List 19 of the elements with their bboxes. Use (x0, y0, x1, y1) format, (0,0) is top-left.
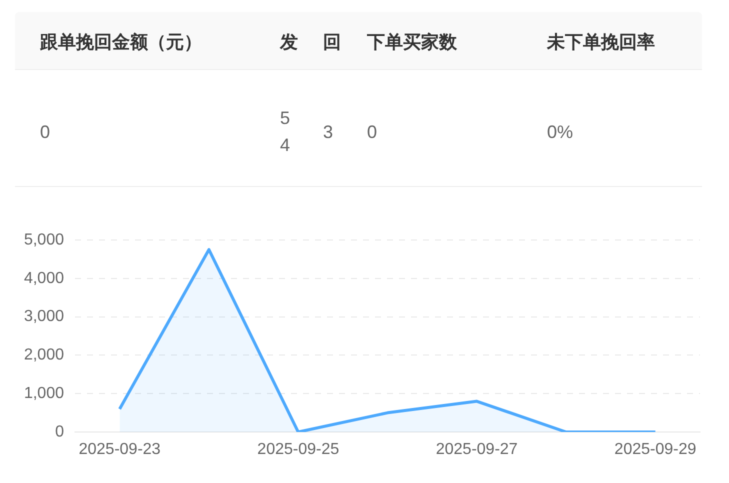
x-tick-label: 2025-09-25 (257, 441, 340, 458)
y-tick-label: 1,000 (24, 385, 64, 402)
category-label: 跟单挽回金额（元） (40, 31, 202, 54)
x-tick-label: 2025-09-27 (436, 441, 518, 458)
y-tick-label: 4,000 (24, 270, 64, 287)
category-label: 下单买家数 (367, 31, 457, 54)
category-label: 未下单挽回率 (547, 31, 655, 54)
category-label: 回 (323, 31, 341, 54)
text: 0% (547, 121, 574, 144)
x-tick-label: 2025-09-29 (614, 441, 696, 458)
y-tick-label: 0 (55, 423, 64, 440)
y-tick-label: 2,000 (24, 346, 64, 364)
x-tick-label: 2025-09-23 (78, 441, 161, 458)
text: 54 (280, 107, 292, 157)
y-tick-label: 5,000 (24, 231, 64, 248)
text: 3 (323, 121, 334, 144)
text: 0 (367, 121, 378, 144)
category-label: 发 (280, 31, 298, 54)
y-tick-label: 3,000 (24, 308, 64, 326)
